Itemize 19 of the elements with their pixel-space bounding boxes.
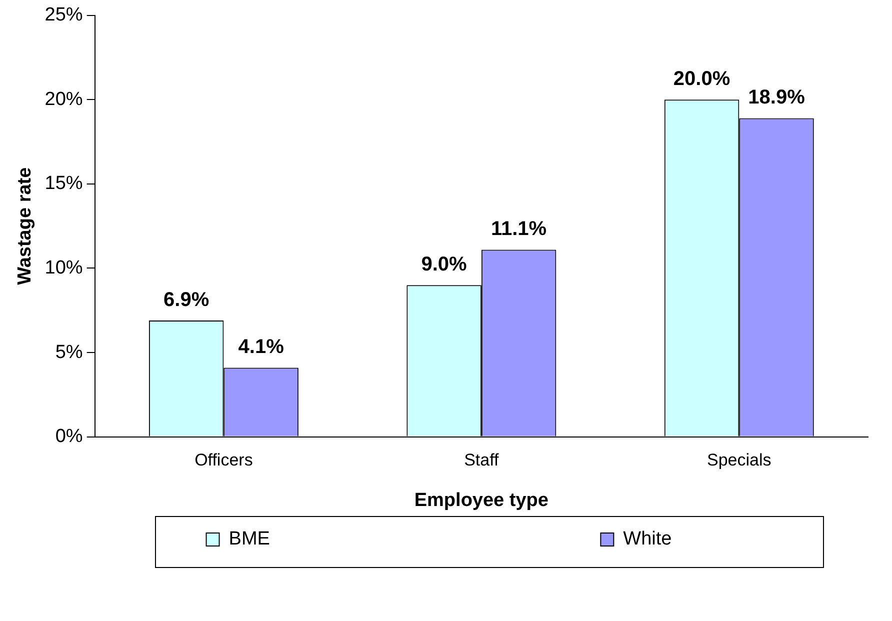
legend-label: BME [228,528,587,550]
y-tick-label: 25% [44,4,83,26]
y-tick-label: 10% [44,257,83,278]
data-label: 4.1% [238,336,284,358]
x-tick-label: Specials [707,450,772,470]
y-axis-title: Wastage rate [14,167,36,285]
legend-label: White [623,528,672,550]
x-tick-label: Officers [194,450,253,470]
data-label: 20.0% [673,68,730,90]
data-label: 18.9% [748,86,806,109]
y-tick-label: 5% [55,342,83,363]
x-tick-label: Staff [464,450,500,470]
data-label: 6.9% [164,289,210,312]
data-label: 11.1% [490,218,547,240]
x-axis-title: Employee type [414,490,548,511]
y-tick-label: 0% [55,426,83,448]
y-tick-label: 20% [44,88,83,110]
data-label: 9.0% [421,254,468,276]
y-tick-label: 15% [44,173,83,194]
